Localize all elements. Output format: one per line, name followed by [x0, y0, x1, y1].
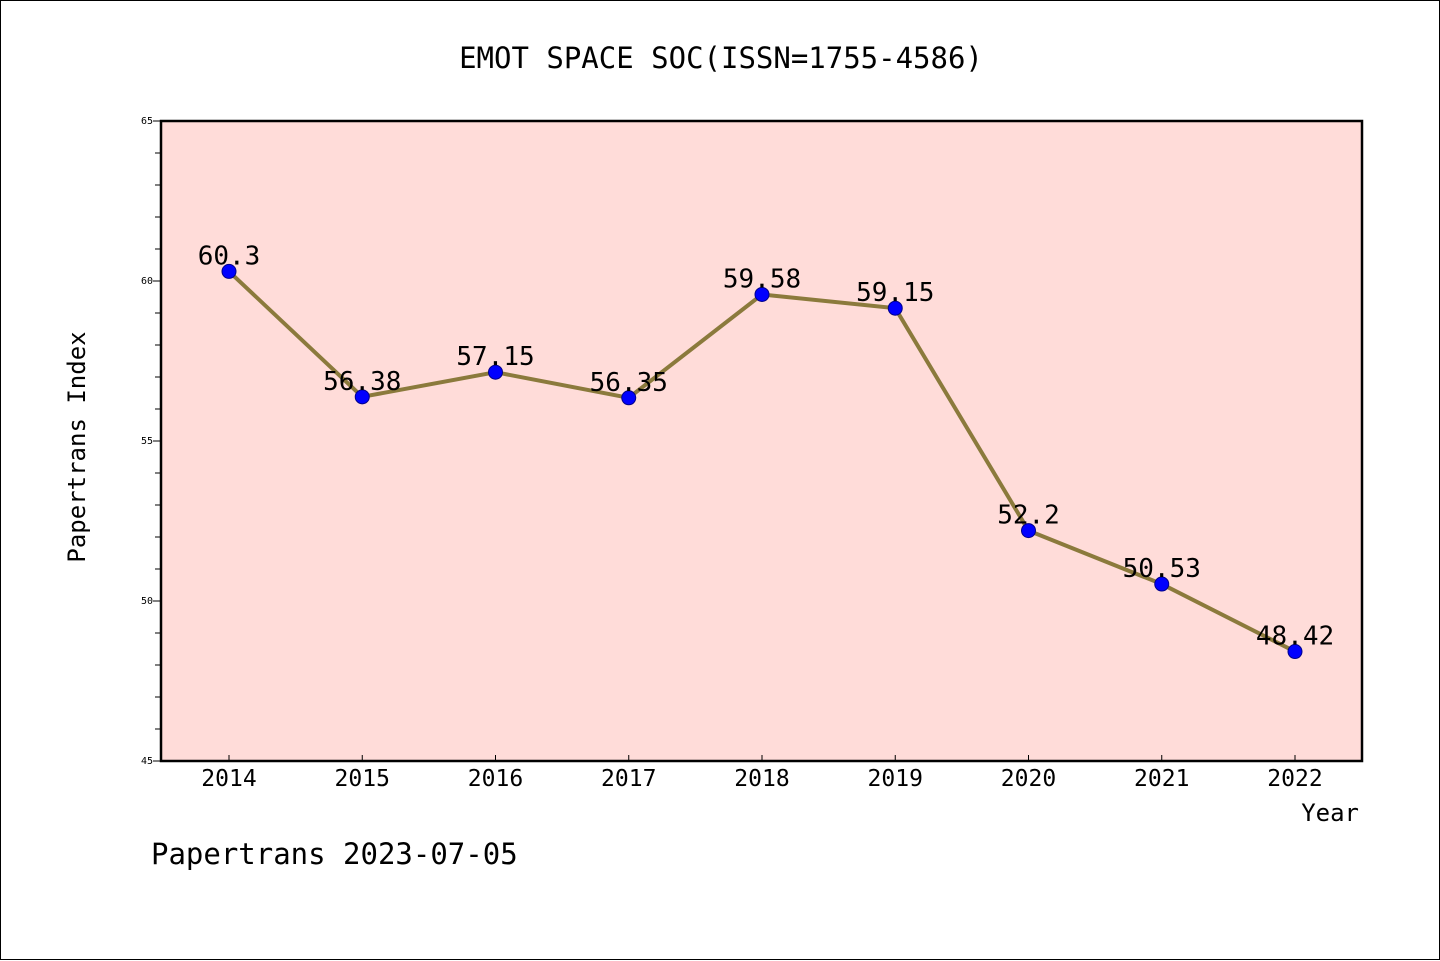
footer-date-stamp: Papertrans 2023-07-05 — [151, 837, 518, 871]
x-axis-ticks: 2014 2015 2016 2017 2018 2019 2020 2021 2022 — [201, 755, 1323, 792]
x-tick-label: 2019 — [868, 766, 923, 792]
data-point — [887, 300, 903, 316]
data-label: 56.38 — [323, 367, 401, 397]
x-tick-label: 2022 — [1267, 766, 1322, 792]
data-label: 57.15 — [456, 342, 534, 372]
y-axis-label: Papertrans Index — [63, 331, 91, 562]
data-point — [754, 286, 770, 302]
y-tick-label: 55 — [141, 436, 153, 447]
data-point — [1021, 523, 1036, 539]
data-label: 50.53 — [1123, 554, 1201, 584]
x-axis-label: Year — [1301, 799, 1359, 827]
data-label: 60.3 — [198, 241, 261, 271]
data-point — [1154, 576, 1170, 592]
y-tick-label: 45 — [141, 756, 153, 767]
chart-title: EMOT SPACE SOC(ISSN=1755-4586) — [459, 41, 983, 75]
data-point — [488, 364, 503, 380]
data-point — [354, 389, 370, 405]
x-tick-label: 2018 — [734, 766, 789, 792]
data-label: 59.15 — [856, 278, 934, 308]
plot-frame — [159, 119, 1364, 763]
data-point — [621, 390, 637, 406]
x-tick-label: 2014 — [201, 766, 256, 792]
plot-area — [161, 121, 1362, 761]
data-label: 52.2 — [997, 501, 1060, 531]
y-tick-label: 65 — [141, 116, 153, 127]
x-tick-label: 2015 — [335, 766, 390, 792]
data-label: 59.58 — [723, 264, 801, 294]
data-point — [221, 263, 237, 279]
data-point — [1287, 644, 1303, 660]
x-tick-label: 2016 — [468, 766, 523, 792]
y-tick-label: 50 — [141, 596, 153, 607]
data-label: 56.35 — [590, 368, 668, 398]
data-labels-group: 60.3 56.38 57.15 56.35 59.58 59.15 52.2 50.53 48… — [198, 241, 1334, 651]
data-points-group — [221, 263, 1303, 660]
x-tick-label: 2017 — [601, 766, 656, 792]
data-label: 48.42 — [1256, 622, 1334, 652]
y-tick-label: 60 — [141, 276, 153, 287]
x-tick-label: 2020 — [1001, 766, 1056, 792]
y-axis-ticks: 45 50 55 60 65 — [141, 116, 161, 767]
x-tick-label: 2021 — [1134, 766, 1189, 792]
